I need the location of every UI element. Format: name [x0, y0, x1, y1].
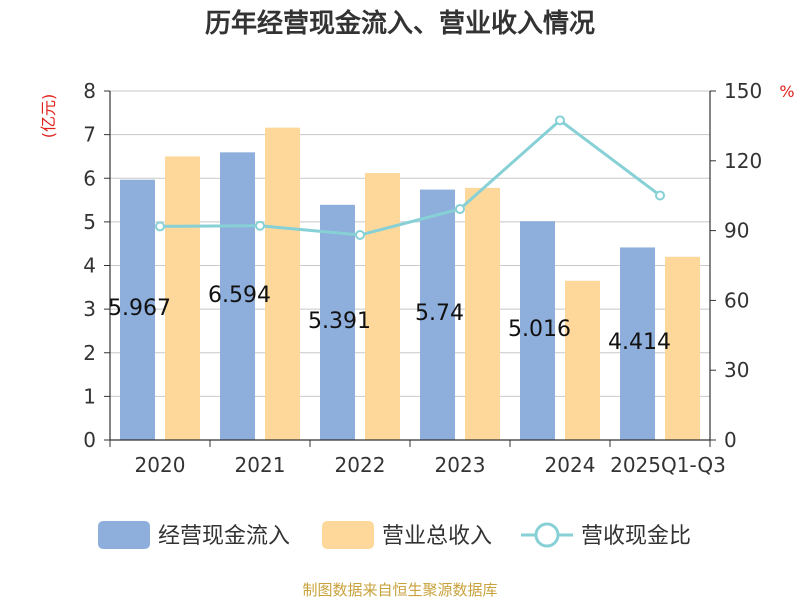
bar-revenue — [265, 127, 300, 441]
bar-cash-inflow — [420, 189, 455, 440]
x-tick-label: 2024 — [545, 453, 596, 477]
line-path — [159, 118, 661, 237]
y-left-tick-label: 4 — [83, 254, 96, 278]
legend: 经营现金流入 营业总收入 营收现金比 — [98, 521, 691, 549]
bar-revenue — [565, 280, 600, 440]
data-label: 5.016 — [508, 317, 571, 342]
y-right-unit: % — [779, 82, 794, 101]
legend-label: 营收现金比 — [581, 524, 691, 549]
y-left-tick-label: 3 — [83, 297, 96, 321]
x-tick-label: 2020 — [135, 453, 186, 477]
y-left-tick-label: 8 — [83, 79, 96, 103]
data-labels: 5.967 6.594 5.391 5.74 5.016 4.414 — [108, 283, 671, 355]
y-left-tick-label: 0 — [83, 428, 96, 452]
bar-revenue — [365, 173, 400, 440]
line-point — [155, 221, 165, 232]
data-label: 5.391 — [308, 309, 371, 334]
line-point — [655, 190, 665, 201]
line-point — [455, 203, 465, 214]
bar-revenue — [165, 156, 200, 440]
bar-revenue — [465, 187, 500, 440]
bar-cash-inflow — [220, 152, 255, 441]
line-point — [355, 230, 365, 241]
y-left-unit: (亿元) — [39, 94, 58, 139]
x-tick-label: 2025Q1-Q3 — [610, 453, 726, 477]
y-right-tick-label: 0 — [724, 428, 737, 452]
y-right-tick-label: 60 — [724, 288, 749, 312]
x-tick-label: 2023 — [435, 453, 486, 477]
bar-cash-inflow — [620, 247, 655, 440]
x-tick-label: 2021 — [235, 453, 286, 477]
y-left-tick-label: 6 — [83, 166, 96, 190]
legend-label: 营业总收入 — [382, 524, 492, 549]
bar-marks — [120, 127, 700, 441]
line-point — [255, 220, 265, 231]
data-label: 4.414 — [608, 330, 671, 355]
y-left-tick-label: 2 — [83, 341, 96, 365]
legend-swatch-marker — [534, 522, 560, 548]
data-label: 5.74 — [415, 301, 464, 326]
line-series — [155, 115, 665, 241]
legend-swatch — [98, 521, 150, 549]
x-tick-label: 2022 — [335, 453, 386, 477]
y-right-tick-label: 120 — [724, 149, 762, 173]
bar-cash-inflow — [120, 179, 155, 440]
chart-title: 历年经营现金流入、营业收入情况 — [205, 8, 595, 39]
y-left-tick-label: 5 — [83, 210, 96, 234]
axes: 0 1 2 3 4 5 6 7 8 0 30 60 90 120 150 2020 2021 2022 2023 20… — [83, 79, 762, 477]
bar-cash-inflow — [520, 221, 555, 440]
y-right-tick-label: 90 — [724, 219, 749, 243]
y-right-tick-label: 150 — [724, 79, 762, 103]
line-point — [555, 115, 565, 126]
bar-revenue — [665, 256, 700, 440]
data-label: 5.967 — [108, 296, 171, 321]
y-left-tick-label: 1 — [83, 384, 96, 408]
legend-swatch — [322, 521, 374, 549]
y-left-tick-label: 7 — [83, 123, 96, 147]
source-note: 制图数据来自恒生聚源数据库 — [302, 581, 497, 599]
data-label: 6.594 — [208, 283, 271, 308]
legend-label: 经营现金流入 — [158, 524, 290, 549]
bar-cash-inflow — [320, 204, 355, 440]
y-right-tick-label: 30 — [724, 358, 749, 382]
